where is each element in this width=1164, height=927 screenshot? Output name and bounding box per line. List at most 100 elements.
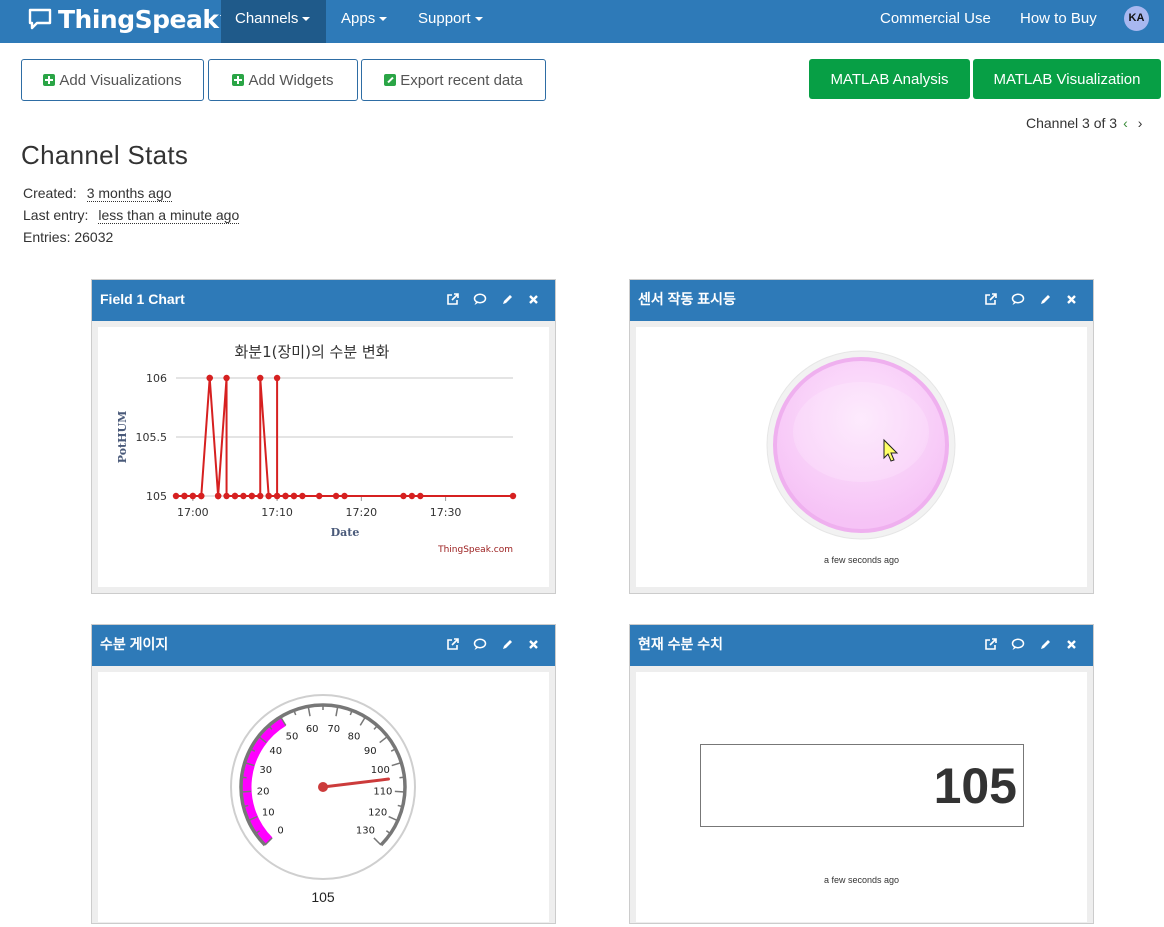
close-icon[interactable] <box>528 294 539 305</box>
gauge-tick-label: 90 <box>364 746 377 757</box>
chevron-left-icon[interactable]: ‹ <box>1123 115 1128 131</box>
panel-gauge: 수분 게이지 0 10 20 30 40 50 60 70 80 90 100 110 120 130 1… <box>91 624 556 924</box>
x-tick-label: 17:30 <box>430 506 462 519</box>
matlab-analysis-button[interactable]: MATLAB Analysis <box>809 59 970 99</box>
comment-icon[interactable] <box>473 293 487 306</box>
data-point[interactable] <box>231 492 239 500</box>
nav-channels[interactable]: Channels <box>221 0 326 43</box>
comment-icon[interactable] <box>1011 638 1025 651</box>
external-link-icon[interactable] <box>984 637 997 651</box>
y-tick-label: 106 <box>146 372 167 385</box>
external-link-icon[interactable] <box>446 292 459 306</box>
close-icon[interactable] <box>1066 294 1077 305</box>
pencil-icon[interactable] <box>1039 293 1052 306</box>
data-point[interactable] <box>214 492 222 500</box>
gauge-tick <box>373 837 382 846</box>
data-point[interactable] <box>265 492 272 500</box>
panel-body: 화분1(장미)의 수분 변화 105 105.5 106 17:00 17:10 17:… <box>98 327 549 587</box>
nav-channels-label: Channels <box>235 10 299 27</box>
gauge-tick <box>241 776 247 779</box>
gauge-tick <box>279 716 287 726</box>
nav-commercial-use-label: Commercial Use <box>880 10 991 27</box>
gauge-tick <box>241 790 252 793</box>
stat-created-label: Created: <box>23 185 77 201</box>
gauge-tick <box>349 710 353 716</box>
gauge-tick <box>307 706 311 717</box>
nav-how-to-buy[interactable]: How to Buy <box>1006 0 1111 43</box>
chart-title: 화분1(장미)의 수분 변화 <box>235 343 390 361</box>
gauge-tick-label: 30 <box>259 765 272 776</box>
gauge-tick <box>359 716 367 726</box>
caret-down-icon <box>474 17 483 22</box>
update-timestamp: a few seconds ago <box>823 875 900 885</box>
panel-actions <box>446 625 539 663</box>
data-point[interactable] <box>299 492 306 500</box>
data-point[interactable] <box>257 492 264 500</box>
gauge-tick <box>244 761 255 767</box>
y-tick-label: 105.5 <box>136 431 168 444</box>
data-point[interactable] <box>332 492 340 500</box>
data-point[interactable] <box>206 374 213 382</box>
data-point[interactable] <box>509 492 517 500</box>
data-point[interactable] <box>273 492 281 500</box>
add-visualizations-button[interactable]: Add Visualizations <box>21 59 204 101</box>
data-point[interactable] <box>181 492 188 500</box>
data-point[interactable] <box>290 492 298 500</box>
data-point[interactable] <box>417 492 424 500</box>
data-point[interactable] <box>223 374 230 382</box>
data-point[interactable] <box>248 492 256 500</box>
stat-created-value: 3 months ago <box>86 185 172 202</box>
add-widgets-button[interactable]: Add Widgets <box>208 59 358 101</box>
gauge-value: 105 <box>311 889 335 905</box>
data-point[interactable] <box>273 374 281 382</box>
data-point[interactable] <box>316 492 323 500</box>
data-point[interactable] <box>223 492 230 500</box>
export-recent-data-label: Export recent data <box>400 71 523 89</box>
data-point[interactable] <box>198 492 205 500</box>
external-link-icon[interactable] <box>984 292 997 306</box>
matlab-visualization-button[interactable]: MATLAB Visualization <box>973 59 1161 99</box>
panel-indicator: 센서 작동 표시등 a few seconds ago <box>629 279 1094 594</box>
top-navbar: ThingSpeak ™ Channels Apps Support Comme… <box>0 0 1164 43</box>
comment-icon[interactable] <box>1011 293 1025 306</box>
panel-title: 센서 작동 표시등 <box>638 291 736 307</box>
plus-icon <box>43 74 56 86</box>
comment-icon[interactable] <box>473 638 487 651</box>
data-point[interactable] <box>408 492 416 500</box>
channel-pager-label: Channel 3 of 3 <box>1026 115 1118 131</box>
gauge-tick <box>399 776 405 779</box>
gauge-tick-label: 100 <box>371 765 390 776</box>
data-point[interactable] <box>341 492 348 500</box>
close-icon[interactable] <box>528 639 539 650</box>
nav-support[interactable]: Support <box>404 0 497 43</box>
chart-credit[interactable]: ThingSpeak.com <box>437 545 513 555</box>
data-point[interactable] <box>189 492 197 500</box>
pencil-icon[interactable] <box>1039 638 1052 651</box>
close-icon[interactable] <box>1066 639 1077 650</box>
user-avatar[interactable]: KA <box>1124 6 1149 31</box>
pencil-icon[interactable] <box>501 293 514 306</box>
chart-y-ticks: 105 105.5 106 <box>136 372 168 503</box>
export-recent-data-button[interactable]: Export recent data <box>361 59 546 101</box>
gauge-tick <box>388 815 399 822</box>
panel-header: Field 1 Chart <box>92 280 555 321</box>
brand-logo[interactable]: ThingSpeak ™ <box>28 4 229 34</box>
pencil-icon[interactable] <box>501 638 514 651</box>
nav-commercial-use[interactable]: Commercial Use <box>866 0 1005 43</box>
external-link-icon[interactable] <box>446 637 459 651</box>
data-point[interactable] <box>400 492 407 500</box>
chart-y-label: PotHUM <box>116 411 129 464</box>
chevron-right-icon[interactable]: › <box>1137 115 1143 131</box>
gauge-tick <box>255 830 261 835</box>
gauge-tick <box>397 804 403 808</box>
gauge-hub <box>318 782 328 792</box>
plus-icon <box>232 74 245 86</box>
caret-down-icon <box>302 17 311 22</box>
data-point[interactable] <box>282 492 289 500</box>
data-point[interactable] <box>240 492 247 500</box>
nav-apps[interactable]: Apps <box>327 0 401 43</box>
data-point[interactable] <box>172 492 180 500</box>
stat-entries: Entries: 26032 <box>23 229 114 245</box>
gauge-tick <box>293 710 297 716</box>
data-point[interactable] <box>257 374 264 382</box>
